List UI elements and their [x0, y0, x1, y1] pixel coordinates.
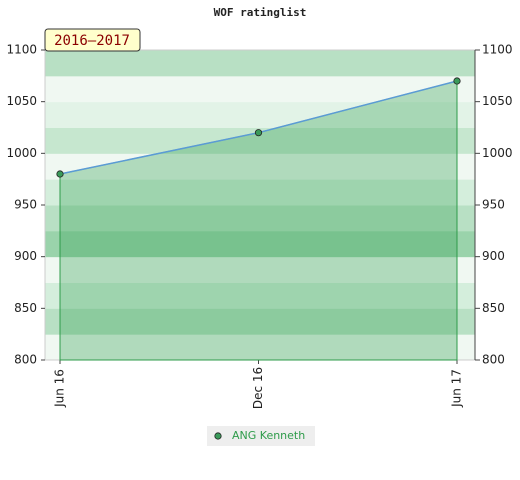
- legend-marker: [214, 432, 222, 440]
- background-stripe: [45, 256, 475, 283]
- background-stripe: [45, 334, 475, 361]
- background-stripe: [45, 75, 475, 103]
- y2-tick-label: 850: [482, 301, 505, 315]
- background-stripe: [45, 50, 475, 77]
- plot-area: [44, 49, 476, 361]
- y-tick-label: 1000: [6, 146, 37, 160]
- y2-tick-label: 950: [482, 198, 505, 212]
- y-tick-label: 800: [14, 353, 37, 367]
- background-stripe: [45, 308, 475, 335]
- background-stripe: [45, 282, 475, 309]
- y-tick-label: 950: [14, 198, 37, 212]
- background-stripe: [45, 153, 475, 180]
- y-tick-label: 1050: [6, 94, 37, 108]
- background-stripe: [45, 101, 475, 128]
- y2-tick-label: 900: [482, 249, 505, 263]
- data-point: [254, 129, 263, 137]
- annotation-box: [44, 28, 141, 52]
- y2-tick-label: 800: [482, 353, 505, 367]
- data-point: [453, 77, 461, 85]
- legend-label: ANG Kenneth: [232, 429, 305, 442]
- x-tick-label: Jun 17: [450, 369, 464, 408]
- y-tick-label: 900: [14, 249, 37, 263]
- y-tick-label: 1100: [6, 43, 37, 57]
- y2-tick-label: 1100: [482, 43, 513, 57]
- background-stripe: [45, 230, 475, 258]
- legend: [207, 426, 315, 446]
- background-stripe: [45, 205, 475, 232]
- background-stripe: [45, 179, 475, 206]
- annotation: 2016–2017: [54, 33, 130, 49]
- y2-tick-label: 1050: [482, 94, 513, 108]
- chart-title: WOF ratinglist: [214, 6, 307, 19]
- x-tick-label: Dec 16: [251, 367, 265, 409]
- y2-tick-label: 1000: [482, 146, 513, 160]
- x-tick-label: Jun 16: [53, 369, 67, 408]
- data-point: [56, 170, 64, 178]
- y-tick-label: 850: [14, 301, 37, 315]
